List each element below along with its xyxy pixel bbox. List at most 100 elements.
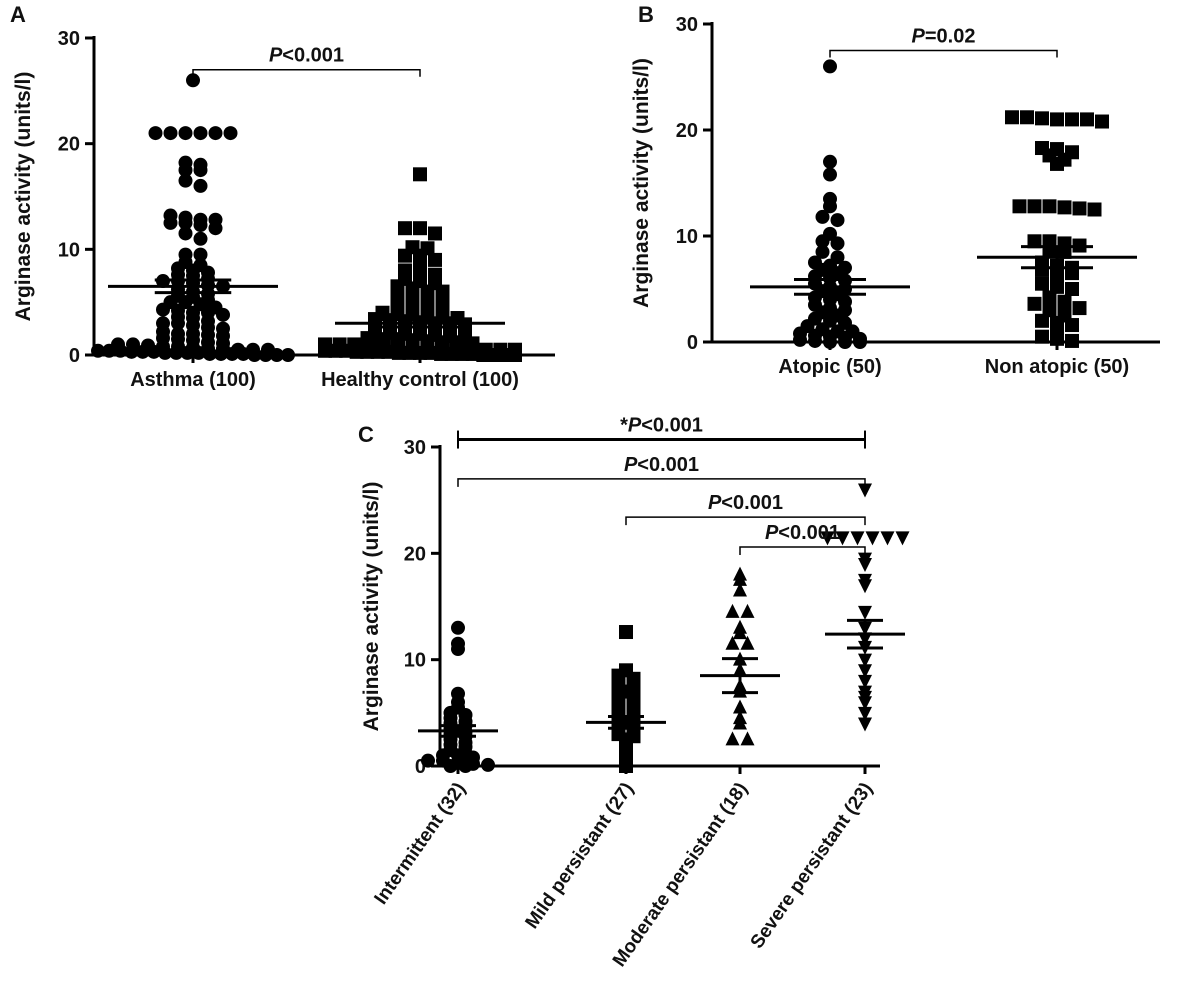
data-point: [1012, 199, 1027, 214]
data-point: [1050, 156, 1064, 171]
panel-a: A 0 10 20 30 Arginase activity (units/l) Asthm…: [10, 2, 555, 391]
significance-bracket: [457, 478, 866, 487]
data-point: [815, 209, 830, 224]
x-category-label: Severe persistant (23): [747, 779, 877, 953]
data-point: [186, 73, 200, 88]
data-point: [465, 346, 480, 361]
panel-b: B 0 10 20 30 Arginase activity (units/l) Atopi…: [630, 2, 1160, 378]
data-point: [423, 345, 438, 360]
data-point: [865, 531, 880, 546]
data-point: [1027, 296, 1042, 311]
data-point: [830, 236, 845, 251]
data-point: [163, 215, 178, 230]
data-point: [740, 635, 755, 650]
data-point: [486, 348, 501, 362]
y-tick-label: 20: [404, 543, 426, 565]
x-category-label: Healthy control (100): [321, 369, 519, 391]
y-tick-label: 10: [58, 239, 80, 261]
data-point: [428, 226, 442, 241]
data-point: [178, 173, 193, 188]
significance-label: P<0.001: [765, 522, 840, 544]
data-point: [838, 335, 852, 349]
data-point: [247, 348, 262, 362]
data-point: [858, 579, 872, 594]
significance-label: P<0.001: [624, 454, 699, 476]
data-point: [191, 345, 206, 360]
data-point: [733, 582, 747, 597]
data-point: [236, 346, 251, 361]
data-point: [225, 346, 240, 361]
data-point: [850, 531, 865, 546]
data-point: [91, 343, 105, 358]
y-tick-label: 20: [676, 120, 698, 142]
panel-c: C 0 10 20 30 Arginase activity (units/l) Inter…: [358, 415, 910, 971]
data-point: [858, 696, 872, 711]
data-point: [428, 252, 442, 267]
data-point: [733, 699, 747, 714]
data-point: [1057, 244, 1072, 259]
y-tick-label: 0: [415, 756, 426, 778]
data-point: [823, 59, 837, 74]
data-point: [1042, 199, 1057, 214]
data-point: [820, 531, 835, 546]
data-point: [481, 757, 495, 772]
data-point: [1095, 114, 1109, 129]
data-point: [208, 126, 223, 141]
data-point: [171, 316, 185, 331]
data-point: [619, 625, 633, 640]
data-point: [102, 343, 117, 358]
data-point: [1027, 234, 1042, 249]
panel-letter: A: [10, 2, 26, 27]
data-point: [178, 126, 193, 141]
y-tick-label: 20: [58, 134, 80, 156]
data-point: [895, 531, 910, 546]
data-point: [402, 345, 417, 360]
data-point: [1065, 333, 1079, 348]
data-point: [725, 731, 740, 746]
data-point: [1080, 112, 1094, 127]
x-category-label: Non atopic (50): [985, 356, 1129, 378]
data-point: [258, 348, 273, 362]
data-point: [740, 603, 755, 618]
data-point: [626, 671, 641, 686]
data-point: [823, 335, 837, 349]
data-point: [1065, 318, 1079, 333]
data-point: [823, 199, 837, 214]
data-point: [381, 344, 396, 359]
data-point: [318, 343, 332, 358]
data-point: [476, 348, 491, 362]
data-point: [146, 344, 161, 359]
significance-bracket: [625, 516, 866, 526]
data-point: [858, 653, 872, 668]
data-point: [1050, 269, 1064, 284]
data-point: [725, 603, 740, 618]
data-point: [148, 126, 163, 141]
data-point: [858, 664, 872, 679]
data-point: [830, 213, 845, 228]
y-tick-label: 30: [676, 14, 698, 36]
data-point: [349, 344, 364, 359]
x-category-label: Intermittent (32): [371, 779, 471, 909]
data-point: [1065, 282, 1079, 296]
panel-letter: B: [638, 2, 654, 27]
y-axis-label: Arginase activity (units/l): [360, 482, 383, 732]
data-point: [858, 706, 872, 721]
data-point: [413, 345, 427, 360]
data-point: [193, 163, 208, 178]
y-tick-label: 10: [676, 226, 698, 248]
significance-label: *P<0.001: [620, 415, 703, 437]
data-point: [328, 343, 343, 358]
data-point: [193, 231, 208, 246]
data-point: [858, 557, 872, 572]
data-point: [725, 635, 740, 650]
data-point: [1065, 112, 1079, 127]
data-point: [1050, 112, 1064, 127]
data-point: [823, 154, 837, 169]
significance-label: P=0.02: [912, 26, 976, 48]
data-point: [733, 625, 747, 640]
data-point: [208, 221, 223, 236]
data-point: [163, 126, 178, 141]
data-point: [1035, 313, 1049, 328]
data-point: [281, 348, 295, 362]
data-point: [733, 715, 747, 730]
